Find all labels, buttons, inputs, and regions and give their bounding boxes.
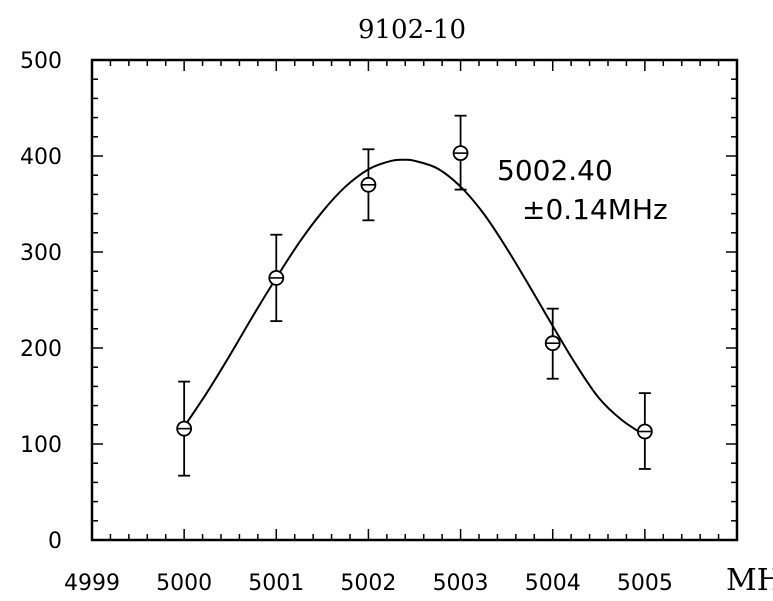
y-tick-label: 300 [20,241,62,266]
fit-annotation: 5002.40 ±0.14MHz [497,154,668,226]
chart-title: 9102-10 [358,15,466,45]
x-axis-tick-labels: 4999 5000 5001 5002 5003 5004 5005 [64,571,673,596]
x-axis-unit-label: MHz [726,563,773,598]
data-point [268,233,285,323]
y-tick-label: 500 [20,49,62,74]
data-point [636,392,653,470]
y-tick-label: 200 [20,337,62,362]
minor-ticks [91,59,738,541]
x-tick-label: 4999 [64,571,120,596]
data-point [544,307,561,380]
data-point [452,114,469,191]
x-tick-label: 5000 [156,571,212,596]
x-tick-label: 5005 [617,571,673,596]
x-tick-label: 5001 [248,571,304,596]
data-points [176,114,653,477]
y-tick-label: 0 [48,529,62,554]
fit-curve [183,158,646,437]
data-point [360,148,377,222]
y-tick-label: 100 [20,433,62,458]
x-tick-label: 5003 [433,571,489,596]
data-point [176,380,193,477]
y-axis-tick-labels: 0 100 200 300 400 500 [20,49,62,554]
y-tick-label: 400 [20,145,62,170]
plot-frame [90,58,739,542]
annotation-value: 5002.40 [497,154,613,187]
annotation-error: ±0.14MHz [522,193,668,226]
x-tick-label: 5004 [525,571,581,596]
x-tick-label: 5002 [340,571,396,596]
